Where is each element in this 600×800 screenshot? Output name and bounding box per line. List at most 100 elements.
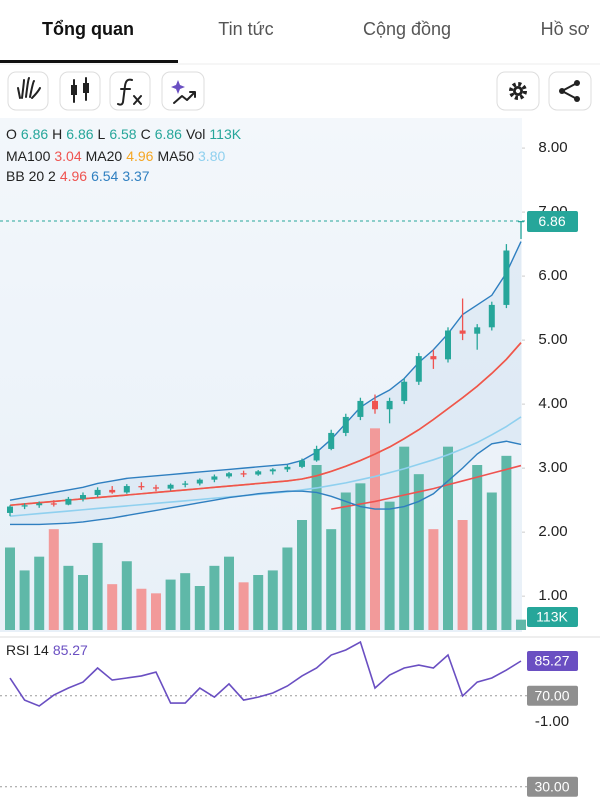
candle-type-button[interactable]	[59, 71, 101, 111]
legend-item: 3.04	[54, 148, 81, 164]
y-tick-label: 2.00	[538, 523, 567, 540]
candle-body	[299, 460, 305, 467]
volume-bar	[5, 547, 15, 630]
candle-body	[415, 356, 422, 382]
rsi-level-badge	[527, 776, 578, 797]
candle-body	[211, 476, 218, 480]
volume-bar	[34, 556, 45, 630]
volume-bar	[399, 446, 410, 630]
tab[interactable]: Hồ sơ	[541, 19, 590, 39]
rsi-name: RSI 14	[6, 642, 49, 658]
volume-bar	[370, 428, 380, 630]
candle-body	[7, 506, 13, 513]
candle-body	[488, 304, 495, 328]
volume-bar	[180, 573, 191, 630]
candle-body	[445, 330, 451, 360]
candle-body	[167, 484, 174, 489]
tab[interactable]: Tin tức	[218, 19, 273, 39]
rsi-axis-note: -1.00	[535, 713, 569, 730]
candle-body	[65, 498, 72, 505]
volume-bar	[355, 483, 366, 630]
plot: 1.002.003.004.005.006.007.008.006.86113K…	[0, 126, 578, 797]
active-tab-underline	[0, 60, 178, 63]
volume-bar	[486, 492, 497, 630]
rsi-value-label: 85.27	[534, 653, 569, 669]
legend-item: 113K	[209, 126, 241, 142]
candle-body	[518, 221, 524, 223]
legend-line: MA100 3.04 MA20 4.96 MA50 3.80	[6, 148, 225, 164]
volume-bar	[384, 501, 395, 630]
legend-line: BB 20 2 4.96 6.54 3.37	[6, 168, 150, 184]
volume-bar	[209, 565, 220, 630]
volume-bar	[413, 474, 424, 630]
bb-lower-line	[10, 440, 522, 526]
last-price-badge	[527, 211, 578, 233]
rsi-value: 85.27	[53, 642, 88, 658]
legend-item: MA20	[86, 148, 123, 164]
tab[interactable]: Tổng quan	[42, 19, 134, 39]
volume-bar	[63, 565, 74, 630]
share-button[interactable]	[548, 71, 592, 111]
volume-bar	[311, 465, 322, 630]
bb-band-fill	[10, 241, 521, 525]
tab-bar: Tổng quan Tin tức Cộng đồng Hồ sơ	[42, 19, 590, 39]
candle-body	[36, 503, 43, 506]
legend-item: 6.54	[91, 168, 118, 184]
legend-item: L	[98, 126, 106, 142]
candle-body	[109, 489, 116, 493]
legend-item: 4.96	[60, 168, 87, 184]
volume-badge	[527, 607, 578, 627]
volume-bar	[282, 547, 293, 630]
candle-body	[182, 483, 189, 485]
rsi-level-label: 70.00	[534, 687, 569, 703]
bb-upper-line	[9, 241, 522, 501]
legend-item: MA50	[157, 148, 194, 164]
volume-bar	[121, 561, 132, 630]
candle-body	[226, 473, 232, 477]
y-tick-label: 3.00	[538, 459, 567, 476]
legend-item: 3.80	[198, 148, 225, 164]
rsi-level-badge	[527, 685, 578, 706]
candle-body	[401, 381, 408, 401]
legend-item: 4.96	[126, 148, 153, 164]
tab[interactable]: Cộng đồng	[363, 19, 451, 39]
volume-label: 113K	[536, 609, 568, 625]
volume-bar	[78, 575, 88, 630]
legend-item: 6.86	[66, 126, 93, 142]
volume-bar	[224, 556, 234, 630]
candle-body	[50, 503, 57, 505]
volume-bar	[326, 529, 337, 630]
y-tick-label: 4.00	[538, 395, 567, 412]
volume-bar	[48, 529, 59, 630]
y-tick-label: 5.00	[538, 331, 567, 348]
rsi-line	[9, 640, 522, 707]
legend-item: 6.58	[109, 126, 136, 142]
candle-body	[503, 250, 510, 305]
candle-body	[357, 400, 364, 417]
candle-body	[123, 486, 130, 493]
volume-bar	[136, 588, 147, 630]
rsi-legend: RSI 14 85.27	[6, 642, 88, 658]
candle-body	[153, 487, 159, 489]
legend-item: 3.37	[122, 168, 149, 184]
volume-bar	[19, 570, 30, 630]
volume-bar	[297, 520, 307, 630]
legend-item: Vol	[186, 126, 205, 142]
ai-button[interactable]	[161, 71, 205, 111]
volume-bar	[92, 542, 103, 630]
candle-body	[269, 469, 276, 472]
legend-line: O 6.86 H 6.86 L 6.58 C 6.86 Vol 113K	[6, 126, 242, 142]
toolbar	[7, 71, 592, 111]
legend-item: 6.86	[21, 126, 48, 142]
legend-item: C	[141, 126, 151, 142]
volume-bar	[267, 570, 278, 630]
settings-button[interactable]	[496, 71, 540, 111]
draw-tool-button[interactable]	[7, 71, 49, 111]
volume-bar	[457, 520, 468, 630]
candle-body	[80, 495, 86, 499]
indicator-button[interactable]	[109, 71, 151, 111]
bb-basis-line	[9, 342, 522, 507]
legend-item: MA100	[6, 148, 51, 164]
